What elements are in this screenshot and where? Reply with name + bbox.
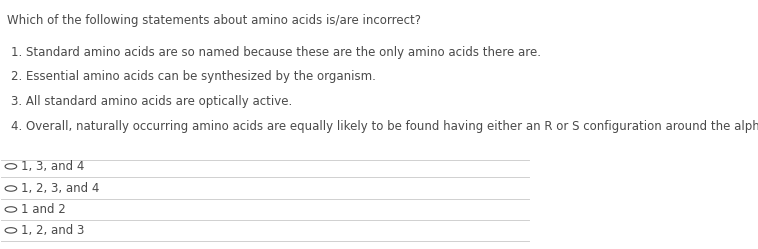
Text: 4. Overall, naturally occurring amino acids are equally likely to be found havin: 4. Overall, naturally occurring amino ac… [11,120,758,132]
Text: 1, 2, and 3: 1, 2, and 3 [21,224,85,237]
Text: 1. Standard amino acids are so named because these are the only amino acids ther: 1. Standard amino acids are so named bec… [11,46,541,59]
Text: 1 and 2: 1 and 2 [21,203,66,216]
Text: Which of the following statements about amino acids is/are incorrect?: Which of the following statements about … [7,14,421,27]
Text: 3. All standard amino acids are optically active.: 3. All standard amino acids are opticall… [11,95,292,108]
Text: 1, 2, 3, and 4: 1, 2, 3, and 4 [21,182,100,195]
Text: 1, 3, and 4: 1, 3, and 4 [21,160,85,173]
Text: 2. Essential amino acids can be synthesized by the organism.: 2. Essential amino acids can be synthesi… [11,70,376,83]
